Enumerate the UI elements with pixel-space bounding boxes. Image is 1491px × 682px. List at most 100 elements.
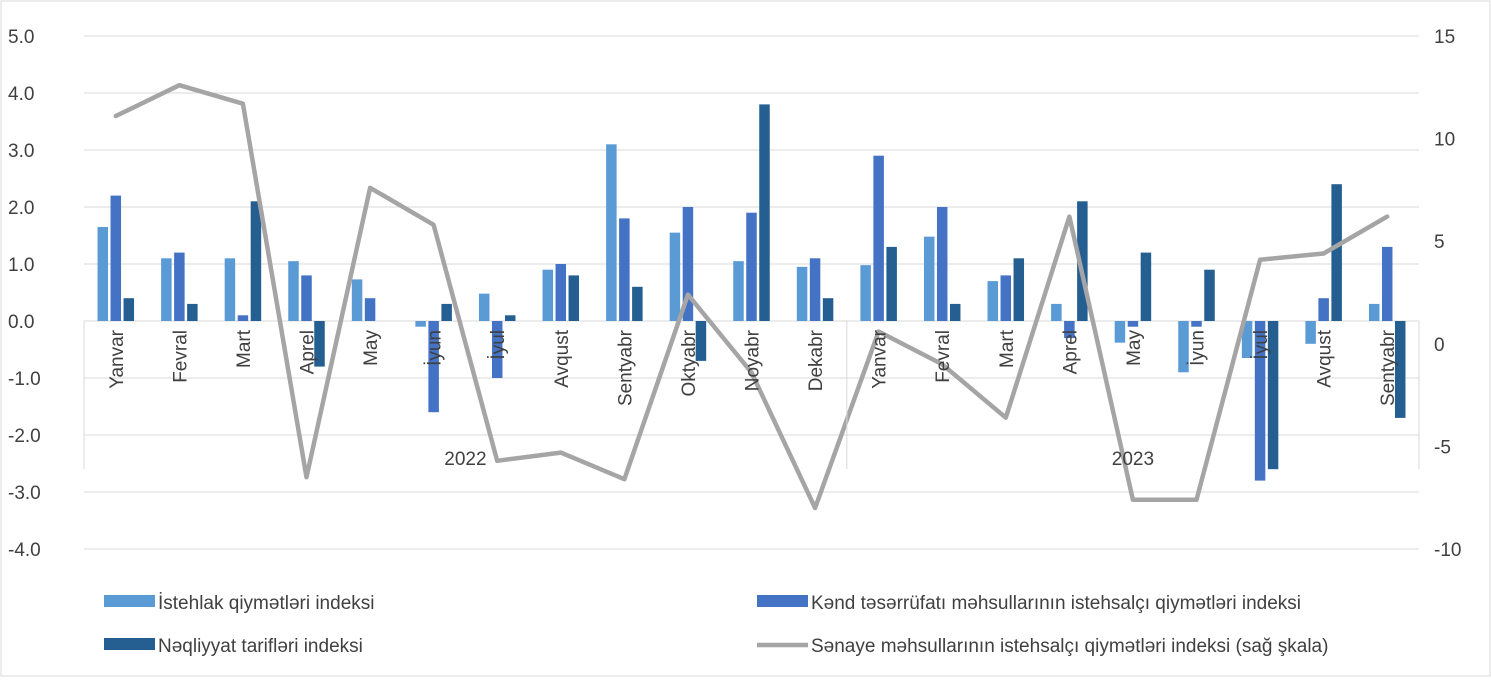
category-label: Oktyabr — [679, 329, 700, 396]
bar — [542, 269, 554, 321]
bar — [733, 261, 744, 321]
bar — [1331, 184, 1342, 321]
bar — [1178, 321, 1189, 373]
legend-swatch — [104, 638, 155, 650]
left-axis: 5.0 4.0 3.0 2.0 1.0 0.0 -1.0 -2.0 -3.0 -4.0 — [8, 27, 41, 561]
bar — [415, 321, 426, 327]
left-tick-label: 3.0 — [8, 141, 34, 162]
bar — [237, 315, 249, 321]
bar — [1114, 321, 1126, 343]
bar — [478, 293, 490, 321]
right-tick-label: 5 — [1434, 232, 1445, 253]
category-label: May — [1124, 330, 1145, 366]
category-label: İyul — [488, 330, 509, 360]
bar — [1191, 321, 1202, 327]
bar — [796, 266, 808, 321]
year-label: 2022 — [444, 449, 486, 470]
bar — [568, 275, 580, 321]
bar — [1305, 321, 1316, 344]
bar — [1368, 303, 1380, 321]
left-tick-label: 2.0 — [8, 198, 34, 219]
left-tick-label: 0.0 — [8, 312, 34, 333]
bar — [1013, 258, 1025, 321]
right-axis: 15 10 5 0 -5 -10 — [1434, 27, 1461, 561]
category-label: Avqust — [552, 329, 573, 387]
legend-swatch — [757, 595, 808, 607]
right-tick-label: 0 — [1434, 335, 1445, 356]
right-tick-label: 15 — [1434, 27, 1455, 48]
bar — [949, 303, 961, 321]
legend-label: İstehlak qiymətləri indeksi — [158, 593, 374, 614]
bar — [682, 207, 694, 321]
bar — [1204, 269, 1215, 321]
bar — [123, 298, 135, 321]
bar — [860, 265, 871, 321]
bar — [364, 298, 376, 321]
category-label: Dekabr — [806, 329, 827, 391]
category-label: Sentyabr — [615, 329, 636, 406]
category-label: İyun — [425, 330, 446, 366]
bar — [110, 195, 122, 321]
bar — [746, 212, 757, 321]
left-tick-label: -4.0 — [8, 540, 41, 561]
bar — [250, 201, 262, 321]
bar — [441, 303, 452, 321]
bar — [1381, 246, 1393, 321]
right-tick-label: -10 — [1434, 540, 1461, 561]
left-tick-label: -3.0 — [8, 483, 41, 504]
bar — [555, 264, 567, 321]
category-label: Fevral — [933, 330, 954, 383]
left-tick-label: -1.0 — [8, 369, 41, 390]
bar — [923, 236, 935, 321]
bar-series — [97, 104, 1406, 481]
bar — [224, 258, 236, 321]
category-label: Sentyabr — [1378, 329, 1399, 406]
category-label: Mart — [234, 329, 255, 368]
bar — [174, 252, 185, 321]
bar — [314, 321, 325, 367]
bar — [1394, 321, 1406, 418]
left-tick-label: 5.0 — [8, 27, 34, 48]
category-label: Mart — [997, 329, 1018, 368]
bar — [1077, 201, 1088, 321]
bar — [1267, 321, 1279, 470]
bar — [1051, 303, 1062, 321]
category-label: Aprel — [298, 330, 319, 374]
category-label: Aprel — [1060, 330, 1081, 374]
bar — [301, 275, 312, 321]
bar — [619, 218, 630, 321]
bar — [759, 104, 770, 322]
legend-label: Sənaye məhsullarının istehsalçı qiymətlə… — [811, 636, 1328, 657]
category-axis: 2022 2023 Yanvar Fevral Mart Aprel May İyun İyul… — [83, 321, 1420, 470]
bar — [1127, 321, 1139, 327]
bar — [504, 315, 516, 321]
bar — [491, 321, 503, 378]
series-line — [113, 82, 1390, 511]
bar — [97, 226, 109, 321]
category-label: Yanvar — [870, 329, 891, 388]
legend: İstehlak qiymətləri indeksi Kənd təsərrüf… — [104, 593, 1328, 657]
left-tick-label: 1.0 — [8, 255, 34, 276]
bar — [288, 261, 299, 321]
category-label: May — [361, 330, 382, 366]
category-label: İyun — [1188, 330, 1209, 366]
left-tick-label: 4.0 — [8, 84, 34, 105]
bar — [428, 321, 439, 413]
legend-label: Kənd təsərrüfatı məhsullarının istehsalç… — [811, 593, 1301, 614]
category-label: İyul — [1251, 330, 1272, 360]
bar — [351, 279, 363, 321]
bar — [669, 232, 681, 321]
bar — [1140, 252, 1152, 321]
bar — [1241, 321, 1253, 359]
bar — [1000, 275, 1012, 321]
left-tick-label: -2.0 — [8, 426, 41, 447]
category-label: Yanvar — [107, 329, 128, 388]
legend-swatch — [104, 595, 155, 607]
bar — [809, 258, 821, 321]
bar — [1064, 321, 1075, 339]
bar — [936, 207, 948, 321]
bar — [606, 144, 617, 321]
bar — [161, 258, 172, 321]
